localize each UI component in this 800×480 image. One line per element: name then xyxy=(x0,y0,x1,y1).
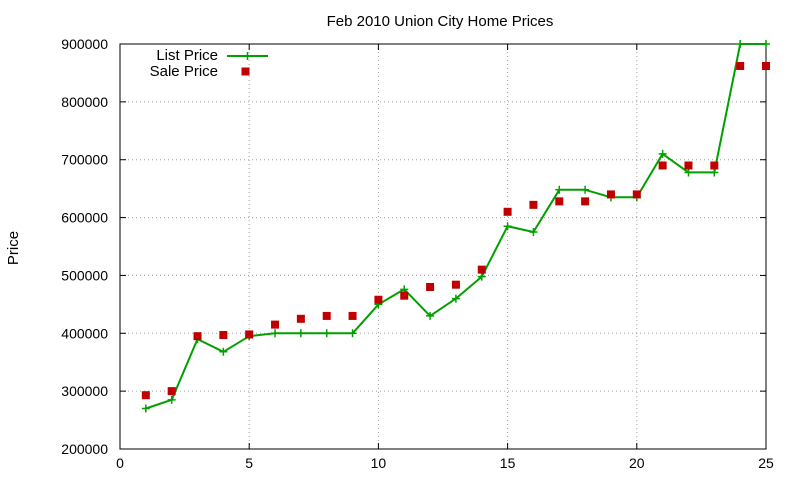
list-price-point xyxy=(658,149,667,158)
sale-price-point xyxy=(606,190,615,199)
list-price-point xyxy=(736,40,745,48)
sale-price-point xyxy=(296,314,305,323)
sale-price-point xyxy=(219,331,228,340)
sale-price-point xyxy=(529,200,538,209)
sale-price-point xyxy=(762,61,770,70)
sale-price-point xyxy=(684,161,693,170)
sale-price-point xyxy=(426,283,435,291)
sale-price-point xyxy=(581,197,590,206)
sale-price-point xyxy=(503,207,512,216)
x-tick-label: 15 xyxy=(500,455,516,471)
sale-price-point xyxy=(167,387,176,396)
sale-price-point xyxy=(658,161,667,170)
list-price-point xyxy=(426,311,435,320)
sale-price-point xyxy=(736,61,745,70)
list-price-point xyxy=(477,272,486,281)
list-price-point xyxy=(555,185,564,194)
legend-label-list-price: List Price xyxy=(156,47,218,64)
sale-price-point xyxy=(245,330,254,339)
sale-price-point xyxy=(348,311,357,320)
list-price-point xyxy=(348,329,357,338)
plot-frame xyxy=(119,43,767,450)
sale-price-point xyxy=(710,161,719,170)
y-tick-label: 500000 xyxy=(61,267,108,283)
y-tick-label: 900000 xyxy=(61,36,108,52)
series-layer xyxy=(141,40,770,413)
legend: List Price Sale Price xyxy=(150,47,268,80)
list-price-point xyxy=(581,185,590,194)
y-tick-label: 800000 xyxy=(61,94,108,110)
sale-price-point xyxy=(555,197,564,206)
y-tick-label: 600000 xyxy=(61,210,108,226)
x-tick-label: 0 xyxy=(116,455,124,471)
sale-price-point xyxy=(632,190,641,199)
sale-price-point xyxy=(322,311,331,320)
sale-price-point xyxy=(141,391,150,400)
list-price-point xyxy=(503,222,512,231)
sale-price-point xyxy=(271,320,280,329)
list-price-point xyxy=(219,347,228,356)
legend-label-sale-price: Sale Price xyxy=(150,63,218,80)
y-tick-label: 700000 xyxy=(61,152,108,168)
axis-ticks: 0 5 10 15 20 25 200000 300000 400000 500000 600000… xyxy=(61,36,774,471)
y-tick-label: 300000 xyxy=(61,383,108,399)
sale-price-point xyxy=(451,280,460,289)
legend-marker-list-price xyxy=(243,52,252,60)
sale-price-point xyxy=(400,291,409,300)
list-price-point xyxy=(141,404,150,413)
legend-marker-sale-price xyxy=(241,67,250,76)
y-axis-label: Price xyxy=(5,231,22,265)
list-price-point xyxy=(529,228,538,237)
sale-price-point xyxy=(477,265,486,274)
list-price-point xyxy=(271,329,280,338)
list-price-point xyxy=(296,329,305,338)
chart-title: Feb 2010 Union City Home Prices xyxy=(327,13,554,30)
x-tick-label: 25 xyxy=(758,455,774,471)
y-tick-label: 200000 xyxy=(61,441,108,457)
x-tick-label: 20 xyxy=(629,455,645,471)
x-tick-label: 10 xyxy=(371,455,387,471)
list-price-point xyxy=(762,40,770,48)
sale-price-point xyxy=(374,295,383,304)
list-price-point xyxy=(710,168,719,177)
y-tick-label: 400000 xyxy=(61,325,108,341)
list-price-point xyxy=(322,329,331,338)
sale-price-point xyxy=(193,332,202,341)
list-price-point xyxy=(684,168,693,177)
series-line-list-price xyxy=(145,43,766,410)
list-price-point xyxy=(167,395,176,404)
x-tick-label: 5 xyxy=(245,455,253,471)
grid xyxy=(120,44,766,449)
list-price-point xyxy=(451,294,460,303)
